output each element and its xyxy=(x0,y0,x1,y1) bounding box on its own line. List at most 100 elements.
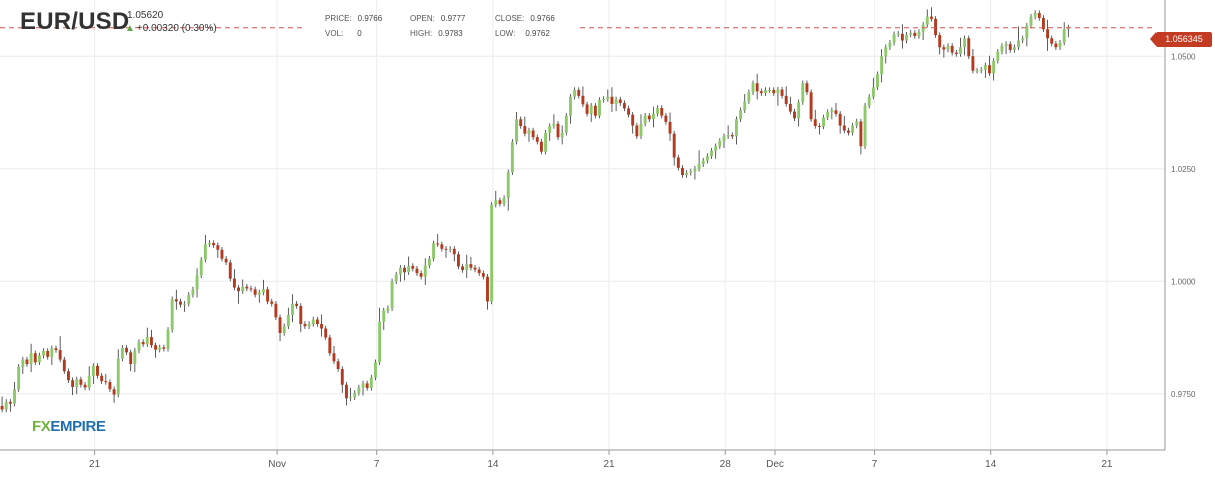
candle-body xyxy=(465,264,469,270)
candle-body xyxy=(967,38,971,57)
candle-body xyxy=(710,150,713,157)
candle-body xyxy=(639,123,643,137)
candle-body xyxy=(1054,43,1058,48)
candle-body xyxy=(241,286,245,292)
candle-body xyxy=(378,321,382,363)
candle-body xyxy=(764,90,767,94)
candle-body xyxy=(37,355,41,363)
candle-body xyxy=(631,114,635,126)
candle-body xyxy=(224,258,228,263)
open-value: 0.9777 xyxy=(440,14,466,23)
candle-body xyxy=(461,266,465,270)
candle-body xyxy=(934,18,938,36)
candle-body xyxy=(340,369,344,385)
candle-body xyxy=(531,130,535,138)
candle-body xyxy=(577,90,581,96)
candle-body xyxy=(477,269,481,274)
candle-body xyxy=(647,115,651,120)
candle-body xyxy=(158,347,162,350)
candle-body xyxy=(668,121,672,134)
candle-body xyxy=(58,350,62,360)
candle-body xyxy=(900,33,904,41)
candle-body xyxy=(606,96,610,99)
candle-body xyxy=(954,52,958,54)
candle-body xyxy=(925,16,929,25)
candle-body xyxy=(697,164,701,169)
chart-grid xyxy=(0,0,1165,450)
candle-body xyxy=(203,244,207,260)
candle-body xyxy=(120,347,124,359)
candle-body xyxy=(220,249,224,259)
candle-body xyxy=(618,99,622,104)
candle-body xyxy=(759,91,763,94)
candle-body xyxy=(100,375,104,382)
candle-body xyxy=(154,345,158,350)
candle-body xyxy=(332,353,336,362)
x-tick-label: 28 xyxy=(720,459,732,470)
candle-body xyxy=(689,171,693,173)
candle-body xyxy=(262,289,265,293)
candle-body xyxy=(502,198,506,204)
candle-body xyxy=(593,105,597,116)
candle-body xyxy=(315,319,319,324)
candle-body xyxy=(179,301,182,305)
x-tick-label: 14 xyxy=(487,459,499,470)
candle-body xyxy=(440,244,444,249)
candle-body xyxy=(486,276,489,302)
candle-body xyxy=(46,351,50,357)
candle-body xyxy=(195,275,199,290)
candle-body xyxy=(83,384,87,388)
candle-body xyxy=(199,259,203,276)
candle-body xyxy=(726,135,730,137)
candle-body xyxy=(125,347,128,353)
high-value: 0.9783 xyxy=(438,29,463,38)
x-tick-label: 21 xyxy=(1101,459,1113,470)
candle-body xyxy=(867,96,871,106)
y-tick-label: 0.9750 xyxy=(1171,390,1196,399)
candle-body xyxy=(834,110,838,114)
arrow-up-icon: ▲ xyxy=(125,23,135,34)
candle-body xyxy=(660,108,664,116)
candle-body xyxy=(1041,18,1045,30)
candle-body xyxy=(29,353,33,365)
x-tick-label: 21 xyxy=(603,459,615,470)
candle-body xyxy=(75,379,79,387)
candle-body xyxy=(776,89,780,94)
y-tick-label: 1.0250 xyxy=(1171,165,1196,174)
chart-axes xyxy=(0,0,1166,455)
candle-body xyxy=(975,70,979,72)
candle-body xyxy=(212,243,216,246)
candle-body xyxy=(87,375,91,388)
candle-body xyxy=(909,32,913,35)
candle-body xyxy=(681,167,684,176)
last-price: 1.05620 xyxy=(127,10,164,21)
candle-body xyxy=(581,95,585,105)
candle-body xyxy=(946,45,950,50)
candle-body xyxy=(237,287,241,292)
candle-body xyxy=(515,119,518,142)
y-tick-label: 1.0000 xyxy=(1171,277,1196,286)
candle-body xyxy=(722,136,726,141)
candle-body xyxy=(133,350,137,365)
candle-body xyxy=(320,324,323,329)
candle-body xyxy=(1050,38,1054,44)
candle-body xyxy=(344,384,348,399)
candle-body xyxy=(108,382,112,390)
candle-body xyxy=(950,45,954,53)
low-label: LOW: xyxy=(495,29,516,38)
candle-body xyxy=(382,310,386,322)
candle-body xyxy=(274,303,278,318)
candle-body xyxy=(1000,45,1004,52)
candle-body xyxy=(510,141,514,173)
candle-body xyxy=(498,200,502,204)
candle-body xyxy=(656,108,660,114)
candle-body xyxy=(208,243,211,245)
candle-body xyxy=(311,319,315,324)
candle-body xyxy=(921,24,925,32)
candle-body xyxy=(1058,42,1062,48)
candle-body xyxy=(270,301,274,304)
candle-body xyxy=(739,110,743,120)
candle-body xyxy=(979,69,983,71)
candle-body xyxy=(544,132,548,152)
